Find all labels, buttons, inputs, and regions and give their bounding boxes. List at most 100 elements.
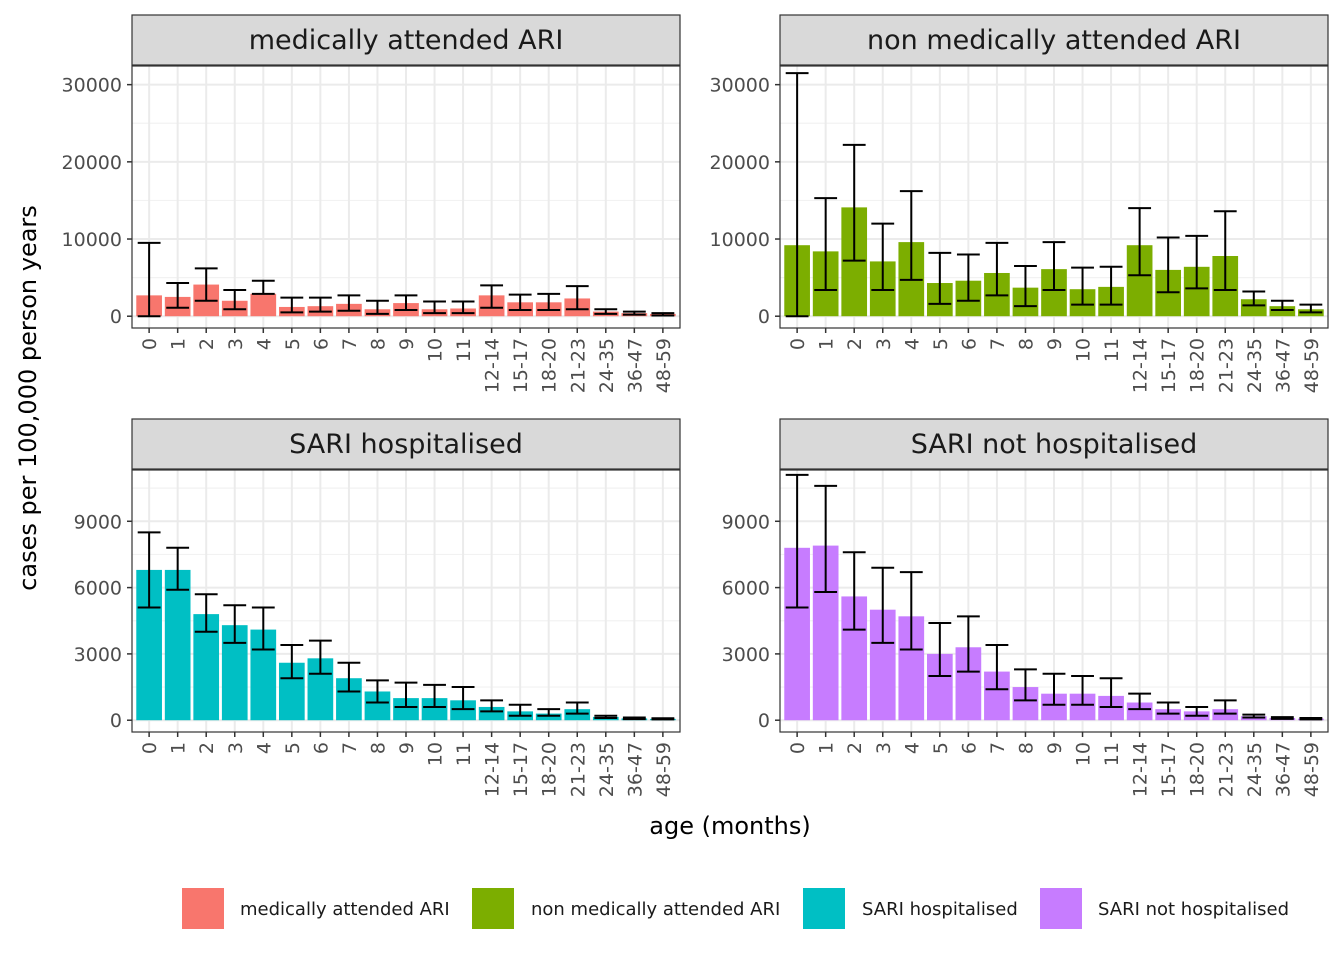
- x-tick-label: 21-23: [1215, 338, 1237, 393]
- error-bar: [1242, 713, 1266, 719]
- bar: [564, 709, 591, 721]
- y-tick-label: 3000: [722, 644, 770, 666]
- x-tick-label: 2: [844, 742, 866, 754]
- y-tick-label: 30000: [710, 75, 770, 97]
- error-bar: [480, 284, 504, 309]
- error-bar: [280, 644, 304, 680]
- bar: [421, 698, 448, 721]
- x-tick-label: 3: [873, 742, 895, 754]
- x-tick-label: 7: [987, 742, 1009, 754]
- x-tick-label: 6: [958, 338, 980, 350]
- error-bar: [1299, 303, 1323, 314]
- y-tick-label: 30000: [62, 75, 122, 97]
- bar: [250, 293, 277, 317]
- error-bar: [394, 681, 418, 708]
- error-bar: [166, 282, 190, 309]
- x-tick-label: 48-59: [1301, 338, 1323, 393]
- bar: [1212, 709, 1239, 721]
- x-tick-label: 5: [930, 338, 952, 350]
- error-bar: [166, 546, 190, 591]
- error-bar: [651, 312, 675, 317]
- error-bar: [956, 615, 980, 673]
- error-bar: [928, 251, 952, 305]
- x-tick-label: 4: [253, 338, 275, 350]
- x-tick-label: 12-14: [482, 742, 504, 797]
- x-tick-label: 48-59: [1301, 742, 1323, 797]
- error-bar: [1270, 716, 1294, 720]
- error-bar: [537, 292, 561, 312]
- x-tick-label: 8: [1015, 338, 1037, 350]
- error-bar: [1299, 716, 1323, 721]
- x-tick-label: 18-20: [1187, 338, 1209, 393]
- x-tick-label: 9: [396, 338, 418, 350]
- facet-strip: [131, 14, 681, 66]
- error-bar: [508, 703, 532, 717]
- y-tick-label: 9000: [722, 511, 770, 533]
- x-tick-label: 6: [958, 742, 980, 754]
- bar: [450, 700, 476, 721]
- facet-title: SARI not hospitalised: [911, 429, 1198, 460]
- bar: [535, 713, 562, 721]
- legend-swatch: [472, 888, 514, 929]
- x-tick-label: 3: [225, 338, 247, 350]
- x-tick-label: 11: [453, 338, 475, 362]
- legend-label: SARI hospitalised: [862, 899, 1018, 920]
- x-tick-label: 36-47: [1272, 742, 1294, 797]
- error-bar: [308, 639, 332, 675]
- legend-entry: medically attended ARI: [182, 888, 450, 929]
- y-tick-label: 0: [110, 710, 122, 732]
- error-bar: [1128, 692, 1152, 711]
- error-bar: [394, 294, 418, 312]
- x-tick-label: 7: [339, 338, 361, 350]
- x-tick-label: 0: [139, 742, 161, 754]
- x-tick-label: 8: [367, 338, 389, 350]
- x-tick-label: 15-17: [1158, 742, 1180, 797]
- error-bar: [1213, 699, 1237, 715]
- error-bar: [651, 717, 675, 721]
- legend-swatch: [803, 888, 845, 929]
- facet-strip: [131, 418, 681, 470]
- x-tick-label: 21-23: [1215, 742, 1237, 797]
- error-bar: [785, 72, 809, 318]
- error-bar: [194, 593, 218, 633]
- error-bar: [280, 296, 304, 314]
- error-bar: [1185, 705, 1209, 717]
- x-tick-label: 4: [901, 742, 923, 754]
- error-bar: [366, 679, 389, 704]
- x-tick-label: 48-59: [653, 742, 675, 797]
- x-tick-label: 7: [987, 338, 1009, 350]
- error-bar: [899, 571, 923, 651]
- error-bar: [251, 606, 275, 651]
- x-tick-label: 7: [339, 742, 361, 754]
- error-bar: [985, 644, 1009, 691]
- x-tick-label: 3: [225, 742, 247, 754]
- y-tick-label: 6000: [74, 578, 122, 600]
- x-tick-label: 6: [310, 338, 332, 350]
- error-bar: [899, 190, 923, 281]
- x-tick-label: 0: [139, 338, 161, 350]
- x-tick-label: 8: [367, 742, 389, 754]
- error-bar: [785, 473, 809, 609]
- y-tick-label: 20000: [710, 152, 770, 174]
- legend-label: medically attended ARI: [240, 899, 450, 920]
- legend-entry: non medically attended ARI: [472, 888, 780, 929]
- bar: [478, 706, 505, 721]
- error-bar: [366, 299, 389, 315]
- y-tick-label: 9000: [74, 511, 122, 533]
- error-bar: [1014, 668, 1037, 702]
- bar: [164, 569, 191, 721]
- x-axis-title: age (months): [649, 812, 810, 840]
- legend-label: non medically attended ARI: [531, 899, 780, 920]
- x-tick-label: 4: [253, 742, 275, 754]
- x-tick-label: 11: [453, 742, 475, 766]
- error-bar: [956, 253, 980, 302]
- error-bar: [537, 708, 561, 717]
- legend-label: SARI not hospitalised: [1098, 899, 1289, 920]
- x-tick-label: 2: [196, 742, 218, 754]
- x-tick-label: 0: [787, 742, 809, 754]
- legend-swatch: [182, 888, 224, 929]
- x-tick-label: 1: [168, 742, 190, 754]
- error-bar: [814, 197, 838, 291]
- error-bar: [251, 279, 275, 295]
